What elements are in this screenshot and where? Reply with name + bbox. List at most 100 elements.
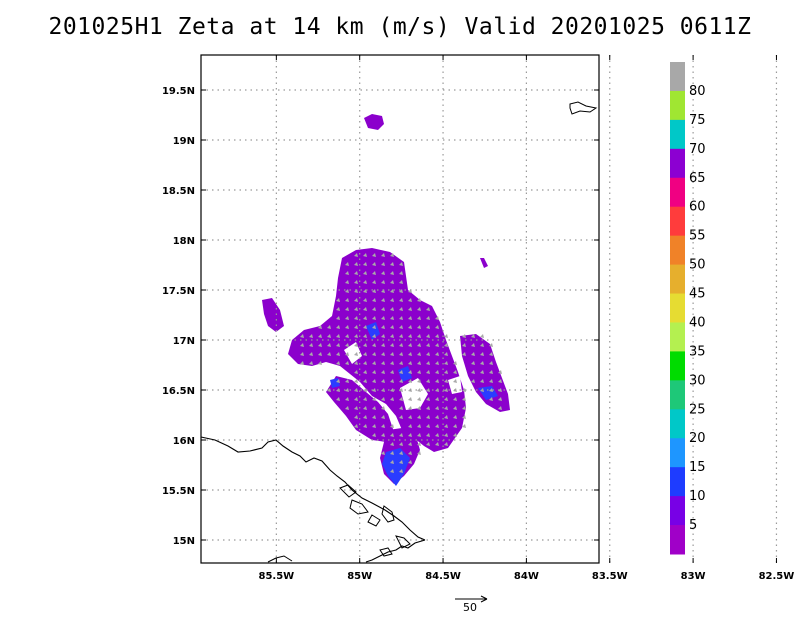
wind-vector <box>372 325 376 329</box>
wind-vector <box>444 388 448 392</box>
wind-vector <box>372 280 376 284</box>
wind-vector <box>435 370 439 374</box>
wind-vector <box>309 343 313 347</box>
wind-vector <box>417 406 421 410</box>
colorbar-swatch <box>670 496 685 526</box>
wind-vector <box>489 343 493 347</box>
wind-vector <box>345 334 349 338</box>
wind-vector <box>408 415 412 419</box>
colorbar-swatch <box>670 351 685 381</box>
wind-vector <box>381 379 385 383</box>
wind-vector <box>471 370 475 374</box>
wind-vector <box>390 343 394 347</box>
colorbar-swatch <box>670 148 685 179</box>
lat-tick-label: 18N <box>173 236 195 247</box>
wind-vector <box>435 433 439 437</box>
wind-vector <box>354 379 358 383</box>
wind-vector <box>381 352 385 356</box>
wind-vector <box>381 424 385 428</box>
wind-vector <box>363 325 367 329</box>
lat-tick-label: 19N <box>173 136 195 147</box>
wind-vector <box>426 415 430 419</box>
wind-vector <box>462 352 466 356</box>
wind-vector <box>471 334 475 338</box>
echo-region <box>460 334 510 412</box>
wind-vector <box>363 253 367 257</box>
wind-vector <box>345 280 349 284</box>
wind-vector <box>444 424 448 428</box>
lon-tick-label: 85W <box>347 571 372 582</box>
wind-vector <box>417 298 421 302</box>
wind-vector <box>444 370 448 374</box>
wind-vector <box>435 379 439 383</box>
wind-vector <box>480 343 484 347</box>
wind-vector <box>453 379 457 383</box>
wind-vector <box>453 415 457 419</box>
wind-vector <box>345 397 349 401</box>
colorbar-swatch <box>670 409 685 439</box>
wind-vector <box>372 424 376 428</box>
wind-vector <box>399 370 403 374</box>
echo-region <box>480 258 488 268</box>
wind-vector <box>390 460 394 464</box>
colorbar-swatch <box>670 177 685 208</box>
wind-vector <box>372 298 376 302</box>
wind-vector <box>426 316 430 320</box>
colorbar-label: 75 <box>689 113 706 128</box>
wind-vector <box>480 361 484 365</box>
wind-vector <box>453 424 457 428</box>
wind-vector <box>408 316 412 320</box>
wind-vector <box>354 424 358 428</box>
wind-vector <box>390 370 394 374</box>
wind-vector <box>399 442 403 446</box>
wind-vector <box>354 361 358 365</box>
wind-vector <box>498 379 502 383</box>
wind-vector <box>354 289 358 293</box>
wind-vector <box>372 343 376 347</box>
wind-vector <box>336 352 340 356</box>
wind-vector <box>354 397 358 401</box>
colorbar-swatch <box>670 62 685 92</box>
wind-vector <box>390 361 394 365</box>
wind-vector <box>471 343 475 347</box>
wind-vector <box>480 334 484 338</box>
colorbar-label: 30 <box>689 373 706 388</box>
wind-vector <box>399 307 403 311</box>
wind-vector <box>426 307 430 311</box>
wind-vector <box>381 262 385 266</box>
wind-vector <box>408 361 412 365</box>
wind-vector <box>426 433 430 437</box>
wind-vector <box>498 406 502 410</box>
wind-vector <box>336 361 340 365</box>
coastline-south-edge <box>267 555 293 563</box>
wind-vector <box>372 388 376 392</box>
wind-vector <box>399 271 403 275</box>
wind-vector <box>426 325 430 329</box>
wind-vector <box>345 406 349 410</box>
wind-vector <box>462 334 466 338</box>
wind-vector <box>381 370 385 374</box>
wind-vector <box>435 343 439 347</box>
wind-vector <box>408 379 412 383</box>
wind-vector <box>426 352 430 356</box>
wind-vector <box>489 361 493 365</box>
wind-vector <box>417 343 421 347</box>
lat-lon-gridlines <box>201 55 778 563</box>
colorbar-swatch <box>670 119 685 150</box>
colorbar-label: 70 <box>689 142 706 157</box>
colorbar-label: 10 <box>689 489 706 504</box>
wind-vector <box>354 406 358 410</box>
wind-vector <box>444 442 448 446</box>
wind-vector <box>408 298 412 302</box>
wind-vector <box>354 253 358 257</box>
wind-vector <box>327 334 331 338</box>
wind-vector <box>399 379 403 383</box>
wind-vector <box>453 370 457 374</box>
wind-vector <box>390 352 394 356</box>
wind-vector <box>417 334 421 338</box>
wind-vector <box>318 325 322 329</box>
wind-vector <box>372 289 376 293</box>
wind-vector <box>372 352 376 356</box>
lat-tick-label: 17.5N <box>162 286 195 297</box>
